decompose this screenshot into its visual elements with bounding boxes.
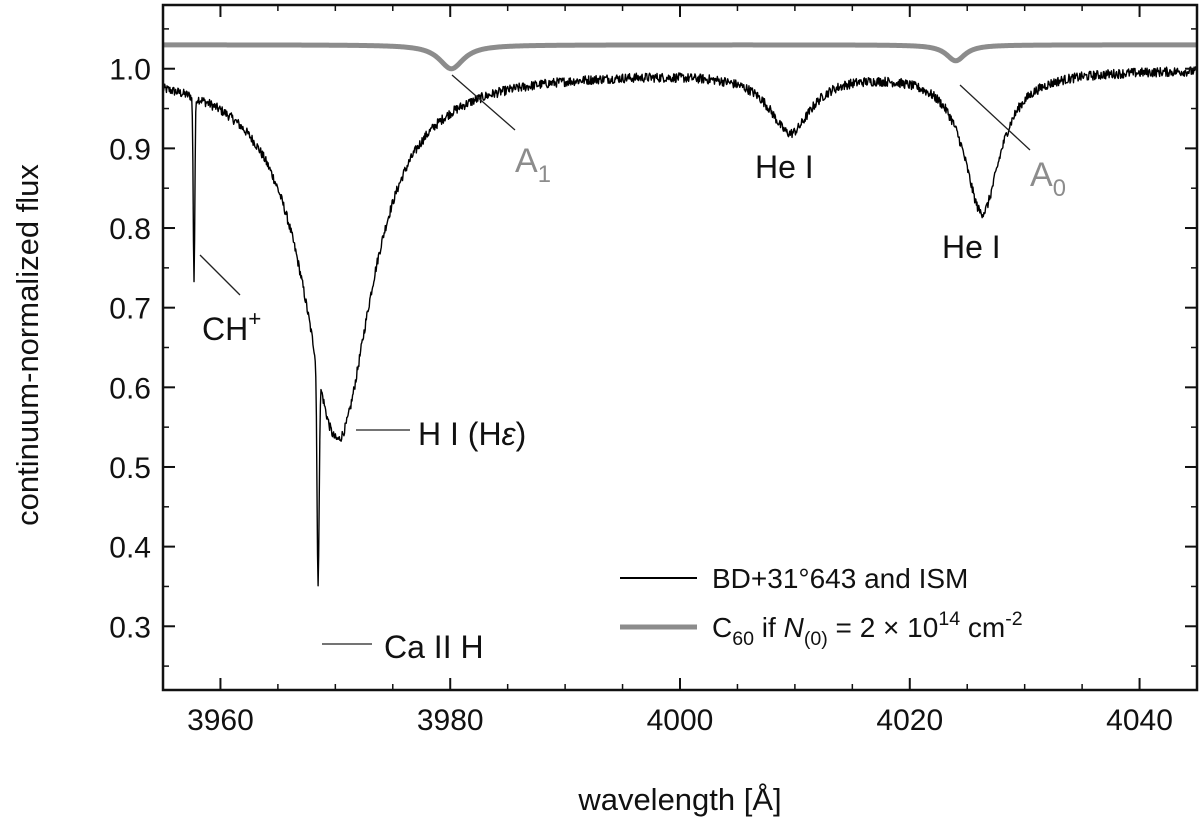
y-tick-label: 0.9 bbox=[109, 133, 151, 166]
legend-gray-label: C60 if N(0) = 2 × 1014 cm-2 bbox=[712, 608, 1023, 650]
a0-leader-line bbox=[959, 84, 1031, 151]
ch-plus-sup: + bbox=[248, 306, 261, 331]
y-axis-title: continuum-normalized flux bbox=[10, 164, 45, 526]
x-tick-label: 3980 bbox=[417, 704, 484, 737]
caii-h-annotation: Ca II H bbox=[384, 629, 484, 665]
a0-main: A bbox=[1030, 156, 1053, 194]
c60-model-series bbox=[161, 42, 1199, 72]
legend-black-label: BD+31°643 and ISM bbox=[712, 563, 968, 594]
stellar-spectrum-line bbox=[162, 66, 1198, 587]
x-tick-label: 4020 bbox=[876, 704, 943, 737]
legend-gray-pre-sub: 60 bbox=[732, 628, 754, 650]
y-tick-label: 0.6 bbox=[109, 372, 151, 405]
a0-annotation: A0 bbox=[1030, 156, 1066, 202]
plot-area: 3960 3980 4000 4020 4040 0.30.40.50.60.70.80… bbox=[109, 3, 1199, 737]
a1-annotation: A1 bbox=[515, 142, 551, 188]
legend-gray-unit: cm bbox=[960, 612, 1005, 643]
hei-4026-annotation: He I bbox=[942, 229, 1001, 265]
legend: BD+31°643 and ISM C60 if N(0) = 2 × 1014… bbox=[620, 563, 1023, 650]
ch-plus-leader-line bbox=[199, 254, 241, 296]
a1-sub: 1 bbox=[538, 161, 551, 188]
hi-heps-epsilon: ε bbox=[502, 416, 517, 452]
stellar-spectrum-series bbox=[162, 66, 1198, 587]
hi-heps-main: H I (H bbox=[418, 416, 502, 452]
x-axis-title: wavelength [Å] bbox=[577, 782, 781, 817]
y-tick-label: 0.4 bbox=[109, 532, 151, 565]
legend-gray-pre: C bbox=[712, 612, 732, 643]
legend-gray-exp: 14 bbox=[938, 608, 960, 630]
plot-frame bbox=[161, 3, 1199, 692]
ch-plus-annotation: CH+ bbox=[202, 306, 261, 347]
x-axis-ticks: 3960 3980 4000 4020 4040 bbox=[187, 5, 1173, 737]
x-tick-label: 4040 bbox=[1106, 704, 1173, 737]
y-tick-label: 0.8 bbox=[109, 213, 151, 246]
hei-4009-annotation: He I bbox=[755, 149, 814, 185]
ch-plus-main: CH bbox=[202, 311, 248, 347]
y-tick-label: 0.5 bbox=[109, 452, 151, 485]
y-axis-ticks: 0.3 0.4 0.5 0.6 0.7 0.8 0.9 1.0 bbox=[109, 28, 1197, 667]
y-tick-label: 0.7 bbox=[109, 293, 151, 326]
y-tick-label: 0.3 bbox=[109, 611, 151, 644]
legend-gray-italic: N bbox=[784, 612, 805, 643]
y-tick-label: 1.0 bbox=[109, 54, 151, 87]
hi-heps-annotation: H I (Hε) bbox=[418, 416, 526, 452]
x-tick-label: 3960 bbox=[187, 704, 254, 737]
legend-gray-italic-sub: (0) bbox=[804, 628, 828, 650]
legend-gray-unit-exp: -2 bbox=[1005, 608, 1022, 630]
legend-gray-mid: if bbox=[754, 612, 784, 643]
a1-main: A bbox=[515, 142, 538, 180]
hi-heps-tail: ) bbox=[516, 416, 527, 452]
a1-leader-line bbox=[451, 74, 516, 131]
a0-sub: 0 bbox=[1053, 175, 1066, 202]
x-tick-label: 4000 bbox=[647, 704, 714, 737]
legend-gray-eq: = 2 × 10 bbox=[828, 612, 939, 643]
annotation-leaders bbox=[199, 74, 1031, 645]
c60-model-line bbox=[161, 42, 1199, 72]
